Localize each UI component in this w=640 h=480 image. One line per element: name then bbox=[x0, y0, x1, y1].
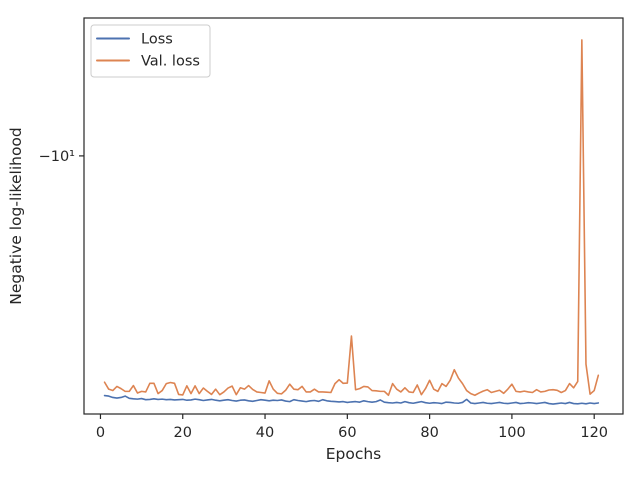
legend-label-val-loss: Val. loss bbox=[141, 54, 200, 70]
legend: Loss Val. loss bbox=[90, 24, 211, 78]
x-tick-label: 80 bbox=[420, 425, 438, 441]
x-tick-label: 120 bbox=[580, 425, 608, 441]
plot-background bbox=[84, 18, 623, 414]
series-layer bbox=[103, 39, 600, 405]
x-tick-label: 0 bbox=[96, 425, 105, 441]
x-axis-label: Epochs bbox=[326, 445, 382, 463]
x-axis: 0 20 40 60 80 100 120 bbox=[96, 414, 608, 441]
series-line-loss bbox=[103, 394, 600, 405]
x-tick-label: 40 bbox=[256, 425, 274, 441]
y-axis-label: Negative log-likelihood bbox=[7, 127, 25, 305]
plot-frame bbox=[83, 17, 624, 415]
plot-area bbox=[83, 17, 624, 415]
series-line-val-loss bbox=[103, 39, 600, 397]
y-tick-label: −10¹ bbox=[39, 149, 76, 165]
y-axis: −10¹ bbox=[39, 149, 84, 165]
legend-label-loss: Loss bbox=[141, 32, 173, 48]
x-tick-label: 20 bbox=[174, 425, 192, 441]
x-tick-label: 60 bbox=[338, 425, 356, 441]
x-tick-label: 100 bbox=[498, 425, 526, 441]
